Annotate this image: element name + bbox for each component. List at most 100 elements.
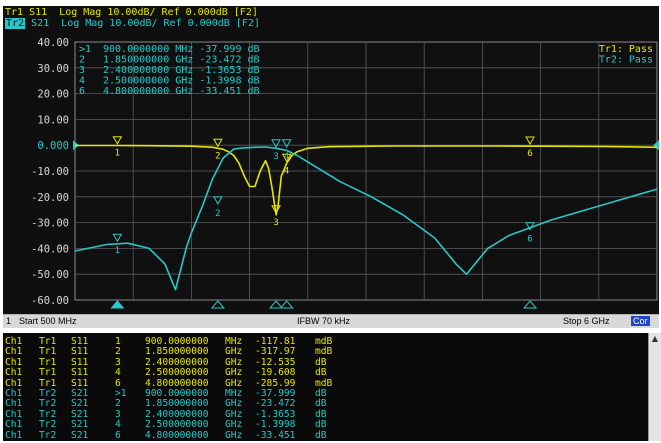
marker-readout-id: 4 — [79, 76, 85, 87]
stimulus-marker-indicator-icon[interactable] — [210, 300, 225, 309]
marker-table-cell-tr: Tr2 — [39, 419, 57, 431]
marker-tr2-2-icon[interactable] — [212, 196, 223, 205]
marker-label: 6 — [527, 149, 532, 159]
marker-table-cell-unit: GHz — [225, 429, 243, 441]
y-tick-label: 30.00 — [37, 63, 69, 75]
marker-table-cell-mk: 2 — [115, 346, 121, 358]
marker-table-cell-tr: Tr1 — [39, 346, 57, 358]
channel-status-bar: 1 Start 500 MHz IFBW 70 kHz Stop 6 GHz C… — [3, 314, 659, 328]
stimulus-marker-indicator-icon[interactable] — [279, 300, 294, 309]
trace-line-tr1 — [75, 144, 658, 216]
marker-table-cell-vunit: dB — [315, 388, 327, 399]
marker-tr2-1-icon[interactable] — [112, 233, 123, 243]
marker-table-cell-ch: Ch1 — [5, 336, 23, 347]
marker-table-cell-unit: GHz — [225, 377, 243, 389]
stop-frequency[interactable]: Stop 6 GHz — [563, 316, 610, 326]
marker-readout-stimulus: 1.850000000 GHz -23.472 dB — [103, 55, 260, 66]
marker-readout-id: 2 — [79, 55, 85, 66]
marker-table-cell-ch: Ch1 — [5, 367, 23, 379]
y-tick-label: 20.00 — [37, 89, 69, 101]
marker-table-cell-param: S11 — [71, 336, 89, 347]
marker-table-cell-unit: GHz — [225, 398, 243, 410]
marker-table-cell-param: S11 — [71, 356, 89, 368]
marker-table-cell-param: S21 — [71, 408, 89, 420]
y-tick-label: -30.00 — [31, 218, 69, 230]
marker-table-cell-ch: Ch1 — [5, 419, 23, 431]
y-tick-label: -20.00 — [31, 192, 69, 204]
marker-table-cell-stim: 2.500000000 — [145, 419, 209, 431]
marker-label: 4 — [284, 166, 289, 176]
marker-table-cell-val: -23.472 — [255, 398, 296, 410]
marker-table-cell-mk: 3 — [115, 356, 121, 368]
marker-table-cell-unit: GHz — [225, 346, 243, 358]
marker-tr1-3-icon[interactable] — [271, 205, 281, 214]
stimulus-marker-indicator-icon[interactable] — [110, 300, 125, 309]
start-frequency[interactable]: Start 500 MHz — [19, 316, 77, 326]
marker-table-cell-stim: 2.400000000 — [145, 356, 209, 368]
marker-tr1-6-icon[interactable] — [525, 136, 535, 145]
marker-table-cell-unit: MHz — [225, 336, 243, 347]
marker-table-scrollbar[interactable]: ▲ — [648, 333, 661, 441]
marker-table-cell-unit: GHz — [225, 419, 243, 431]
limit-test-status: Tr1: Pass — [599, 44, 653, 55]
marker-label: 2 — [215, 209, 220, 219]
marker-table-cell-ch: Ch1 — [5, 398, 23, 410]
marker-table-cell-vunit: dB — [315, 408, 327, 420]
marker-table-cell-ch: Ch1 — [5, 377, 23, 389]
limit-test-status: Tr2: Pass — [599, 55, 653, 66]
marker-readout-id: >1 — [79, 44, 91, 55]
marker-table-cell-val: -285.99 — [255, 377, 296, 389]
scroll-up-arrow-icon[interactable]: ▲ — [651, 334, 659, 343]
marker-table-cell-val: -117.81 — [255, 336, 296, 347]
marker-readout-stimulus: 2.500000000 GHz -1.3998 dB — [103, 76, 260, 87]
marker-table-cell-param: S21 — [71, 388, 89, 399]
marker-table-cell-mk: 2 — [115, 398, 121, 410]
marker-table-cell-vunit: mdB — [315, 336, 333, 347]
marker-table-cell-mk: 4 — [115, 367, 121, 379]
ref-level-arrow-right-icon — [653, 140, 659, 151]
marker-tr2-3-icon[interactable] — [271, 139, 281, 148]
marker-table-cell-val: -19.608 — [255, 367, 296, 379]
marker-table-cell-stim: 4.800000000 — [145, 377, 209, 389]
marker-table-cell-stim: 4.800000000 — [145, 429, 209, 441]
marker-readout-stimulus: 2.400000000 GHz -1.3653 dB — [103, 65, 260, 76]
marker-table-cell-val: -317.97 — [255, 346, 296, 358]
trace1-header[interactable]: Tr1 S11 Log Mag 10.00dB/ Ref 0.000dB [F2… — [5, 7, 258, 18]
trace2-settings: S21 Log Mag 10.00dB/ Ref 0.000dB [F2] — [25, 18, 260, 29]
marker-tr1-1-icon[interactable] — [112, 136, 123, 145]
marker-table-cell-stim: 1.850000000 — [145, 398, 209, 410]
marker-table-cell-mk: 3 — [115, 408, 121, 420]
marker-tr2-4-icon[interactable] — [281, 139, 292, 148]
marker-label: 3 — [273, 218, 278, 228]
marker-table-cell-ch: Ch1 — [5, 388, 23, 399]
trace1-settings: S11 Log Mag 10.00dB/ Ref 0.000dB [F2] — [23, 7, 258, 18]
stimulus-marker-indicator-icon[interactable] — [522, 300, 538, 309]
marker-table-cell-tr: Tr2 — [39, 408, 57, 420]
marker-readout-stimulus: 900.0000000 MHz -37.999 dB — [103, 44, 260, 55]
trace1-label: Tr1 — [5, 7, 24, 18]
marker-tr2-6-icon[interactable] — [525, 222, 535, 231]
marker-label: 3 — [273, 152, 278, 162]
marker-table-cell-vunit: dB — [315, 429, 327, 441]
marker-table-cell-mk: 1 — [115, 336, 121, 347]
marker-table-cell-mk: >1 — [115, 388, 127, 399]
stimulus-marker-indicator-icon[interactable] — [268, 300, 284, 309]
marker-table-cell-param: S11 — [71, 367, 89, 379]
marker-table-cell-tr: Tr1 — [39, 356, 57, 368]
marker-tr1-4-icon[interactable] — [281, 153, 292, 163]
marker-table-cell-ch: Ch1 — [5, 429, 23, 441]
marker-label: 2 — [215, 151, 220, 161]
marker-table-cell-vunit: dB — [315, 367, 327, 379]
marker-readout-id: 3 — [79, 65, 85, 76]
marker-table-cell-tr: Tr2 — [39, 388, 57, 399]
analyzer-display: Tr1 S11 Log Mag 10.00dB/ Ref 0.000dB [F2… — [3, 6, 659, 314]
marker-table-cell-val: -37.999 — [255, 388, 296, 399]
marker-readout-id: 6 — [79, 86, 85, 97]
marker-table-cell-ch: Ch1 — [5, 346, 23, 358]
marker-tr1-2-icon[interactable] — [212, 138, 223, 148]
channel-number[interactable]: 1 — [6, 316, 12, 326]
ifbw-setting[interactable]: IFBW 70 kHz — [297, 316, 351, 326]
trace2-header[interactable]: Tr2 S21 Log Mag 10.00dB/ Ref 0.000dB [F2… — [5, 18, 260, 29]
marker-table-cell-vunit: mdB — [315, 377, 333, 389]
marker-table-cell-stim: 2.500000000 — [145, 367, 209, 379]
